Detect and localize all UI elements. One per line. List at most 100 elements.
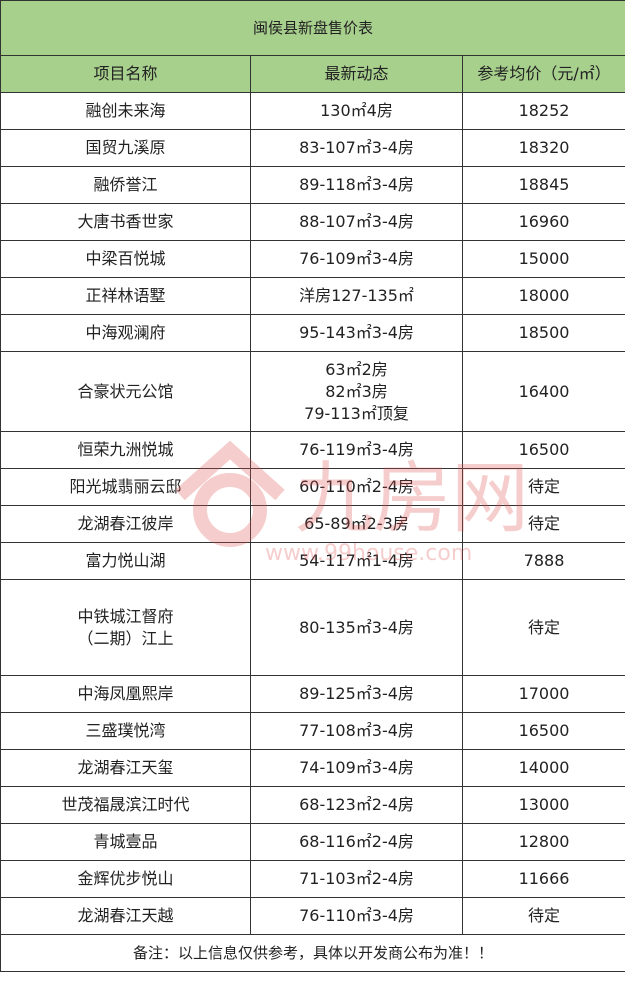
header-reference-price: 参考均价（元/㎡） [461, 55, 625, 93]
table-row: 融创未来海 130㎡4房 18252 [0, 92, 625, 130]
latest-update-cell-line: 80-135㎡3-4房 [299, 617, 414, 637]
project-name-cell: 合豪状元公馆 [0, 351, 251, 432]
latest-update-cell-line: 130㎡4房 [320, 101, 393, 120]
latest-update-cell-line: 65-89㎡2-3房 [304, 514, 409, 533]
project-name-cell: 融侨誉江 [0, 166, 251, 204]
latest-update-cell: 95-143㎡3-4房 [250, 314, 463, 352]
table-row: 龙湖春江天越 76-110㎡3-4房 待定 [0, 897, 625, 935]
latest-update-cell-line: 89-118㎡3-4房 [299, 175, 414, 194]
project-name-cell: 融创未来海 [0, 92, 251, 130]
table-row: 融侨誉江 89-118㎡3-4房 18845 [0, 166, 625, 204]
latest-update-cell-line: 76-119㎡3-4房 [299, 440, 414, 459]
project-name-cell-line: 中海观澜府 [85, 323, 166, 342]
project-name-cell-line: 融侨誉江 [93, 175, 158, 194]
latest-update-cell: 74-109㎡3-4房 [250, 749, 463, 787]
latest-update-cell-line: 71-103㎡2-4房 [299, 869, 414, 888]
price-cell: 待定 [461, 505, 625, 543]
table-row: 正祥林语墅 洋房127-135㎡ 18000 [0, 277, 625, 315]
latest-update-cell: 65-89㎡2-3房 [250, 505, 463, 543]
table-title: 闽侯县新盘售价表 [0, 0, 625, 56]
latest-update-cell-line: 60-110㎡2-4房 [299, 477, 414, 496]
table-row: 青城壹品 68-116㎡2-4房 12800 [0, 823, 625, 861]
project-name-cell: 大唐书香世家 [0, 203, 251, 241]
project-name-cell: 中海观澜府 [0, 314, 251, 352]
price-cell: 待定 [461, 897, 625, 935]
project-name-cell-line: 中梁百悦城 [85, 249, 166, 268]
latest-update-cell: 130㎡4房 [250, 92, 463, 130]
latest-update-cell-line: 74-109㎡3-4房 [299, 758, 414, 777]
table-row: 中海凤凰熙岸 89-125㎡3-4房 17000 [0, 675, 625, 713]
latest-update-cell: 63㎡2房 82㎡3房 79-113㎡顶复 [250, 351, 463, 432]
price-cell: 15000 [461, 240, 625, 278]
table-row: 龙湖春江天玺 74-109㎡3-4房 14000 [0, 749, 625, 787]
project-name-cell: 国贸九溪原 [0, 129, 251, 167]
footer-note: 备注：以上信息仅供参考，具体以开发商公布为准！！ [0, 934, 625, 972]
price-cell: 11666 [461, 860, 625, 898]
project-name-cell-line: 合豪状元公馆 [77, 381, 174, 401]
table-row: 合豪状元公馆 63㎡2房 82㎡3房 79-113㎡顶复 16400 [0, 351, 625, 432]
price-cell: 18500 [461, 314, 625, 352]
table-row: 大唐书香世家 88-107㎡3-4房 16960 [0, 203, 625, 241]
project-name-cell: 恒荣九洲悦城 [0, 431, 251, 469]
table-row: 中海观澜府 95-143㎡3-4房 18500 [0, 314, 625, 352]
price-cell: 16400 [461, 351, 625, 432]
table-row: 三盛璞悦湾 77-108㎡3-4房 16500 [0, 712, 625, 750]
price-cell: 16500 [461, 712, 625, 750]
latest-update-cell: 77-108㎡3-4房 [250, 712, 463, 750]
latest-update-cell-line: 77-108㎡3-4房 [299, 721, 414, 740]
latest-update-cell: 89-118㎡3-4房 [250, 166, 463, 204]
price-cell: 7888 [461, 542, 625, 580]
latest-update-cell: 洋房127-135㎡ [250, 277, 463, 315]
project-name-cell-line: 中海凤凰熙岸 [77, 684, 174, 703]
price-cell: 待定 [461, 579, 625, 676]
project-name-cell-line: 融创未来海 [85, 101, 166, 120]
project-name-cell-line: 中铁城江督府 [77, 606, 174, 626]
project-name-cell: 龙湖春江天玺 [0, 749, 251, 787]
table-row: 阳光城翡丽云邸 60-110㎡2-4房 待定 [0, 468, 625, 506]
latest-update-cell-line: 89-125㎡3-4房 [299, 684, 414, 703]
table-row: 中梁百悦城 76-109㎡3-4房 15000 [0, 240, 625, 278]
project-name-cell-line: 阳光城翡丽云邸 [69, 477, 182, 496]
latest-update-cell-line: 83-107㎡3-4房 [299, 138, 414, 157]
price-cell: 16960 [461, 203, 625, 241]
latest-update-cell: 68-123㎡2-4房 [250, 786, 463, 824]
latest-update-cell-line: 68-123㎡2-4房 [299, 795, 414, 814]
table-row: 富力悦山湖 54-117㎡1-4房 7888 [0, 542, 625, 580]
header-latest-update: 最新动态 [250, 55, 463, 93]
project-name-cell: 青城壹品 [0, 823, 251, 861]
latest-update-cell-line: 76-110㎡3-4房 [299, 906, 414, 925]
price-cell: 17000 [461, 675, 625, 713]
project-name-cell: 龙湖春江天越 [0, 897, 251, 935]
price-cell: 16500 [461, 431, 625, 469]
latest-update-cell-line: 95-143㎡3-4房 [299, 323, 414, 342]
latest-update-cell: 80-135㎡3-4房 [250, 579, 463, 676]
table-row: 金辉优步悦山 71-103㎡2-4房 11666 [0, 860, 625, 898]
header-project-name: 项目名称 [0, 55, 251, 93]
project-name-cell-line: 大唐书香世家 [77, 212, 174, 231]
price-cell: 待定 [461, 468, 625, 506]
table-row: 世茂福晟滨江时代 68-123㎡2-4房 13000 [0, 786, 625, 824]
project-name-cell-line: （二期）江上 [77, 628, 174, 648]
project-name-cell: 中海凤凰熙岸 [0, 675, 251, 713]
project-name-cell-line: 龙湖春江天玺 [77, 758, 174, 777]
project-name-cell: 中梁百悦城 [0, 240, 251, 278]
project-name-cell-line: 富力悦山湖 [85, 551, 166, 570]
project-name-cell: 富力悦山湖 [0, 542, 251, 580]
price-cell: 18252 [461, 92, 625, 130]
project-name-cell-line: 国贸九溪原 [85, 138, 166, 157]
latest-update-cell: 76-110㎡3-4房 [250, 897, 463, 935]
table-row: 国贸九溪原 83-107㎡3-4房 18320 [0, 129, 625, 167]
latest-update-cell-line: 63㎡2房 [325, 359, 388, 379]
latest-update-cell-line: 洋房127-135㎡ [299, 286, 414, 305]
table-row: 龙湖春江彼岸 65-89㎡2-3房 待定 [0, 505, 625, 543]
project-name-cell: 正祥林语墅 [0, 277, 251, 315]
project-name-cell: 金辉优步悦山 [0, 860, 251, 898]
price-cell: 12800 [461, 823, 625, 861]
project-name-cell-line: 金辉优步悦山 [77, 869, 174, 888]
latest-update-cell-line: 54-117㎡1-4房 [299, 551, 414, 570]
project-name-cell: 三盛璞悦湾 [0, 712, 251, 750]
project-name-cell-line: 正祥林语墅 [85, 286, 166, 305]
latest-update-cell-line: 79-113㎡顶复 [304, 403, 409, 423]
latest-update-cell: 68-116㎡2-4房 [250, 823, 463, 861]
